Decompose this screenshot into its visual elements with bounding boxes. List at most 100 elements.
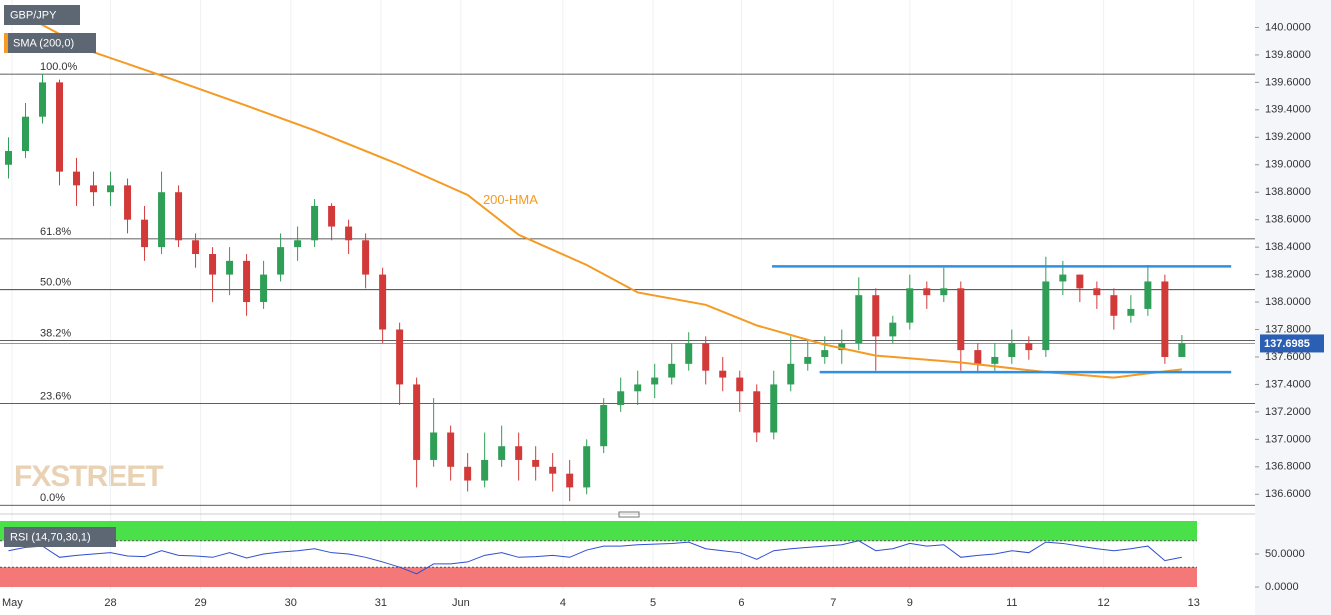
fib-label: 100.0% (40, 61, 78, 73)
candle-body (311, 205, 319, 241)
rsi-line (8, 540, 1182, 575)
candle-body (1127, 308, 1135, 316)
candle-body (736, 377, 744, 392)
candle-body (430, 432, 438, 460)
candle-body (396, 329, 404, 385)
candle-body (617, 391, 625, 406)
candle-body (413, 384, 421, 460)
y-tick-label: 137.2000 (1265, 406, 1311, 418)
x-tick-label: 7 (830, 597, 836, 609)
symbol-label: GBP/JPY (10, 9, 57, 21)
candle-body (379, 274, 387, 330)
fib-label: 23.6% (40, 391, 71, 403)
y-tick-label: 139.2000 (1265, 131, 1311, 143)
candle-body (192, 240, 200, 254)
rsi-y-tick-label: 50.0000 (1265, 548, 1305, 560)
candle-body (73, 171, 81, 186)
candle-body (872, 295, 880, 337)
candle-body (226, 260, 234, 275)
y-tick-label: 137.6000 (1265, 351, 1311, 363)
y-tick-label: 136.6000 (1265, 488, 1311, 500)
candle-body (889, 322, 897, 337)
candle-body (549, 466, 557, 474)
candle-body (651, 377, 659, 385)
rsi-y-tick-label: 0.0000 (1265, 581, 1299, 593)
candle-body (566, 473, 574, 488)
candle-body (1144, 281, 1152, 309)
candle-body (1161, 281, 1169, 357)
candle-body (991, 356, 999, 364)
fib-label: 38.2% (40, 327, 71, 339)
candle-body (107, 185, 115, 193)
y-tick-label: 137.0000 (1265, 433, 1311, 445)
x-tick-label: 13 (1188, 597, 1200, 609)
symbol-box (4, 5, 80, 25)
y-tick-label: 139.8000 (1265, 49, 1311, 61)
watermark: FXSTREET (14, 460, 163, 493)
candle-body (940, 288, 948, 296)
candle-body (5, 151, 13, 165)
x-tick-label: May (2, 597, 23, 609)
last-price-tag (1260, 334, 1324, 353)
candle-body (481, 459, 489, 481)
candle-body (787, 363, 795, 385)
candle-body (1076, 274, 1084, 289)
y-tick-label: 136.8000 (1265, 461, 1311, 473)
y-tick-label: 138.6000 (1265, 214, 1311, 226)
rsi-oversold-zone (0, 567, 1197, 587)
x-tick-label: 31 (375, 597, 387, 609)
candle-body (498, 446, 506, 460)
candle-body (1093, 288, 1101, 296)
candle-body (719, 370, 727, 378)
candle-body (668, 363, 676, 378)
candle-body (158, 192, 166, 248)
candle-body (923, 288, 931, 296)
candle-body (753, 391, 761, 433)
y-tick-label: 137.4000 (1265, 378, 1311, 390)
last-price-label: 137.6985 (1264, 338, 1310, 350)
fib-label: 50.0% (40, 277, 71, 289)
candle-body (974, 350, 982, 364)
candle-body (770, 384, 778, 433)
annotation: 200-HMA (483, 192, 538, 207)
sma-legend-label: SMA (200,0) (13, 37, 74, 49)
x-tick-label: Jun (452, 597, 470, 609)
fib-label: 61.8% (40, 226, 71, 238)
candle-body (1042, 281, 1050, 351)
resize-handle[interactable] (618, 511, 640, 518)
y-tick-label: 137.8000 (1265, 323, 1311, 335)
rsi-legend-box (4, 527, 116, 547)
candle-body (583, 446, 591, 488)
sma-legend-swatch (4, 33, 8, 53)
candle-body (243, 260, 251, 303)
x-tick-label: 28 (104, 597, 116, 609)
candle-body (39, 82, 47, 117)
candle-body (1008, 343, 1016, 357)
candle-body (362, 240, 370, 275)
x-tick-label: 29 (195, 597, 207, 609)
candle-body (600, 405, 608, 447)
y-tick-label: 140.0000 (1265, 21, 1311, 33)
candle-body (22, 116, 30, 152)
candle-body (345, 226, 353, 241)
x-tick-label: 11 (1006, 597, 1017, 609)
candle-body (447, 432, 455, 467)
candle-body (906, 288, 914, 323)
candle-body (277, 247, 285, 275)
sma-legend-box (4, 33, 96, 53)
x-tick-label: 4 (560, 597, 566, 609)
candle-body (702, 343, 710, 371)
candle-body (634, 384, 642, 392)
candle-body (1178, 343, 1186, 357)
y-tick-label: 138.2000 (1265, 269, 1311, 281)
candle-body (838, 343, 846, 351)
x-tick-label: 9 (907, 597, 913, 609)
x-tick-label: 5 (650, 597, 656, 609)
candle-body (175, 192, 183, 241)
axis-panel (1255, 0, 1331, 615)
candle-body (294, 240, 302, 248)
y-tick-label: 139.6000 (1265, 76, 1311, 88)
sma-line (8, 5, 1182, 379)
